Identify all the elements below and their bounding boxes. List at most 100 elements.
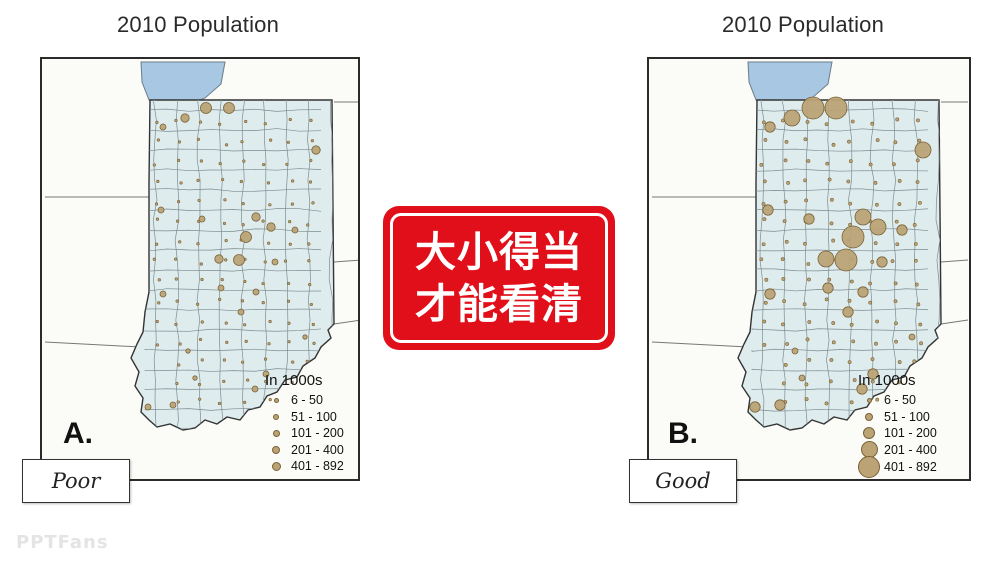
county-line (804, 100, 808, 430)
city-symbol (262, 370, 270, 378)
city-symbol (302, 334, 308, 340)
county-symbol (868, 281, 872, 286)
county-symbol (198, 337, 203, 342)
county-symbol (156, 179, 160, 184)
county-symbol (155, 319, 159, 324)
left-legend: In 1000s 6 - 50 51 - 100 101 - 200 201 - 40… (265, 372, 344, 475)
map-group (651, 61, 969, 431)
city-symbol (144, 403, 152, 411)
county-symbol (287, 321, 291, 325)
county-symbol (268, 319, 272, 324)
county-symbol (157, 301, 161, 305)
left-panel-title: 2010 Population (117, 12, 280, 37)
legend-symbol (265, 461, 287, 471)
county-symbol (175, 219, 180, 223)
county-symbol (913, 242, 918, 246)
county-symbol (783, 199, 788, 204)
county-line (144, 128, 322, 132)
map-group (44, 61, 358, 431)
county-symbol (897, 179, 902, 183)
watermark-logo: PPTFans (16, 532, 109, 553)
county-line (144, 368, 322, 372)
county-symbol (263, 260, 267, 264)
county-symbol (804, 198, 809, 203)
county-symbol (868, 162, 873, 167)
legend-circle-icon (858, 456, 880, 478)
county-symbol (762, 319, 767, 324)
county-symbol (782, 299, 787, 304)
county-symbol (762, 343, 767, 347)
county-symbol (806, 262, 811, 266)
county-symbol (846, 179, 851, 184)
county-symbol (308, 180, 313, 184)
legend-row: 401 - 892 (265, 458, 344, 475)
county-symbol (262, 162, 266, 167)
city-symbol (251, 212, 261, 222)
county-symbol (761, 202, 766, 206)
city-symbol (854, 208, 872, 226)
county-symbol (918, 322, 923, 327)
city-symbol (311, 145, 321, 155)
city-symbol (180, 113, 190, 123)
city-symbol (869, 218, 887, 236)
county-symbol (831, 238, 836, 243)
city-symbol (185, 348, 191, 354)
legend-symbol (265, 397, 287, 403)
county-symbol (306, 223, 310, 227)
county-symbol (155, 217, 160, 221)
county-symbol (224, 238, 228, 243)
county-symbol (246, 378, 250, 382)
county-symbol (175, 299, 179, 303)
city-symbol (271, 258, 279, 266)
county-symbol (831, 142, 836, 147)
county-symbol (312, 341, 316, 345)
county-symbol (917, 138, 922, 143)
county-line (144, 268, 322, 272)
city-symbol (783, 109, 801, 127)
city-symbol (192, 375, 198, 381)
county-symbol (291, 360, 295, 364)
city-symbol (266, 222, 276, 232)
legend-row: 101 - 200 (265, 425, 344, 442)
county-symbol (916, 118, 920, 123)
county-symbol (179, 181, 183, 185)
city-symbol (217, 284, 225, 292)
county-symbol (873, 241, 878, 246)
county-symbol (243, 279, 247, 284)
county-symbol (290, 380, 294, 385)
county-line (751, 148, 929, 152)
county-symbol (870, 379, 875, 384)
county-symbol (267, 342, 271, 346)
county-symbol (807, 277, 811, 282)
county-symbol (261, 219, 265, 223)
city-symbol (867, 368, 879, 380)
county-symbol (852, 378, 857, 382)
county-symbol (870, 121, 875, 126)
county-line (751, 368, 929, 372)
county-symbol (874, 341, 878, 346)
county-symbol (218, 162, 222, 166)
county-symbol (196, 302, 200, 306)
county-symbol (890, 259, 895, 264)
county-symbol (239, 179, 243, 184)
county-symbol (849, 400, 854, 405)
right-panel-letter: B. (668, 417, 698, 450)
county-symbol (805, 120, 810, 124)
county-line (781, 100, 787, 430)
county-symbol (175, 381, 179, 386)
county-symbol (244, 339, 248, 343)
county-symbol (849, 279, 854, 284)
county-symbol (288, 117, 292, 122)
county-symbol (286, 299, 291, 303)
right-indiana-map (651, 61, 969, 431)
county-symbol (222, 358, 227, 362)
legend-label: 6 - 50 (291, 393, 323, 408)
county-symbol (218, 122, 222, 126)
county-symbol (848, 159, 853, 164)
county-symbol (912, 223, 917, 227)
county-symbol (178, 240, 182, 244)
county-symbol (241, 201, 245, 206)
county-symbol (264, 379, 268, 384)
right-legend: In 1000s 6 - 50 51 - 100 101 - 200 201 - 40… (858, 372, 937, 478)
county-symbol (241, 360, 245, 364)
